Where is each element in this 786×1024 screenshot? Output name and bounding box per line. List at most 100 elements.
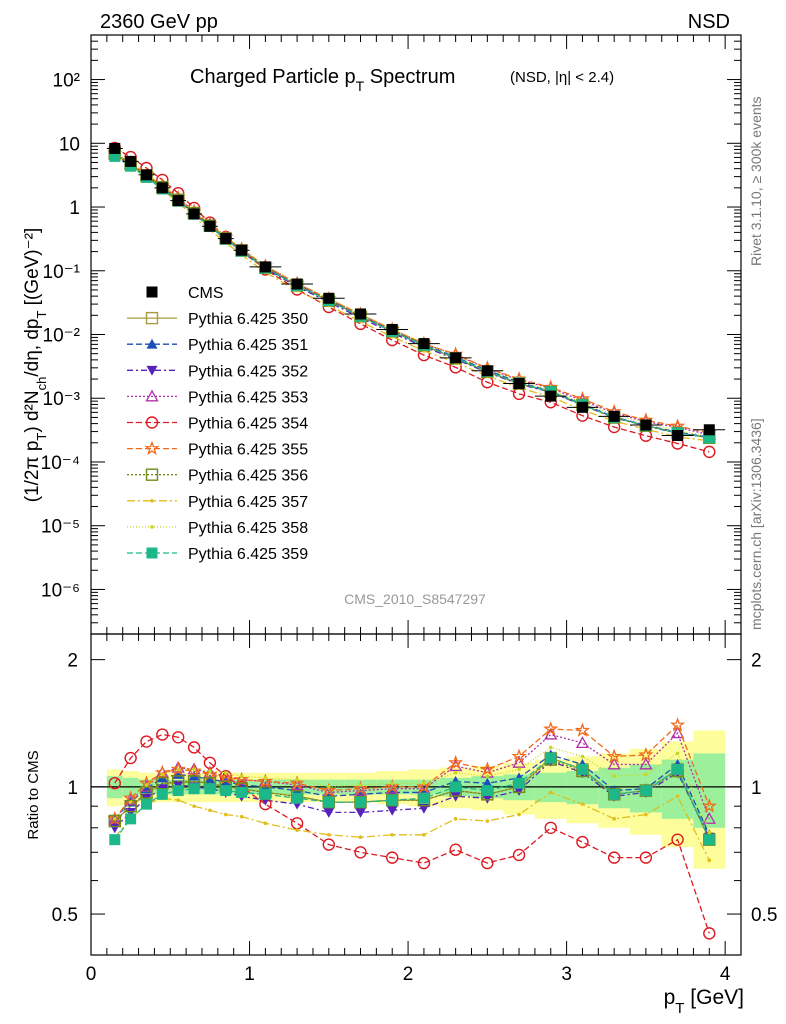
data-point-ratio <box>355 808 367 818</box>
data-point-ratio <box>125 808 137 818</box>
legend-item: Pythia 6.425 358 <box>127 520 308 537</box>
axis-ticks: 0 1 2 3 4 10⁻⁶ 10⁻⁵ 10⁻⁴ 10⁻³ 10⁻² 10⁻¹ 1 10 10² 0.5 0.… <box>41 34 777 985</box>
y-axis-label-ratio: Ratio to CMS <box>25 750 42 839</box>
data-point-ratio <box>703 927 716 940</box>
data-point-ratio <box>176 798 180 802</box>
legend-item: Pythia 6.425 359 <box>127 546 308 563</box>
data-point-ratio <box>670 717 686 732</box>
data-point-ratio <box>672 763 684 775</box>
legend-label: Pythia 6.425 355 <box>188 442 308 459</box>
data-point-ratio <box>638 746 654 762</box>
data-point-ratio <box>607 851 621 864</box>
cms-data-point <box>188 208 200 220</box>
cms-data-point <box>703 424 715 436</box>
y-tick-label-main: 10⁻⁵ <box>41 517 80 538</box>
data-point-ratio <box>208 808 212 813</box>
data-point-ratio <box>291 792 303 804</box>
series-line-ratio <box>114 791 710 861</box>
data-point-ratio <box>448 754 464 770</box>
data-point-ratio <box>702 812 716 824</box>
legend: CMS Pythia 6.425 350 Pythia 6.425 351 Pythi… <box>127 285 308 563</box>
legend-label: Pythia 6.425 350 <box>188 311 308 328</box>
data-point-ratio <box>644 772 648 777</box>
data-point-ratio <box>234 771 250 787</box>
cms-data-point <box>355 308 367 320</box>
y-tick-label-ratio: 1 <box>67 778 78 799</box>
legend-marker <box>150 525 154 529</box>
data-point-ratio <box>639 851 653 864</box>
cms-data-point <box>220 233 232 245</box>
cms-data-point <box>418 338 430 350</box>
data-point-ratio <box>176 767 180 772</box>
data-point-ratio <box>160 772 165 777</box>
y-tick-label-ratio: 0.5 <box>52 905 78 926</box>
cms-data-point <box>140 169 152 181</box>
data-point-ratio <box>263 776 268 780</box>
data-point-ratio <box>202 766 218 781</box>
legend-item: CMS <box>146 285 224 302</box>
data-point-ratio <box>707 858 712 863</box>
data-point-ratio <box>323 796 335 808</box>
data-point-ratio <box>417 856 431 870</box>
y-tick-label-main: 10⁻² <box>43 326 81 347</box>
data-point-ratio <box>263 821 268 826</box>
legend-label: Pythia 6.425 352 <box>188 363 308 380</box>
data-point-ratio <box>108 814 121 828</box>
data-point-ratio <box>512 848 526 862</box>
data-point-ratio <box>450 791 462 802</box>
data-point-ratio <box>485 774 490 778</box>
data-point-ratio <box>450 781 462 793</box>
legend-marker <box>146 338 158 349</box>
cms-data-point <box>640 419 652 431</box>
data-point-ratio <box>384 778 400 794</box>
series-line-ratio <box>114 723 710 820</box>
legend-label: Pythia 6.425 356 <box>188 468 308 485</box>
data-point-ratio <box>218 769 234 785</box>
data-point-ratio <box>144 783 149 787</box>
legend-marker <box>146 547 158 559</box>
data-point-ratio <box>479 761 495 776</box>
data-point-ratio <box>422 781 426 786</box>
legend-item: Pythia 6.425 353 <box>127 389 308 406</box>
cms-data-point <box>236 244 248 256</box>
data-point-ratio <box>390 833 395 837</box>
x-axis-label: pT [GeV] <box>664 986 744 1017</box>
data-point-ratio <box>208 769 212 773</box>
cms-data-point <box>156 182 168 194</box>
data-point-ratio <box>703 834 715 846</box>
cms-data-point <box>672 430 684 442</box>
legend-item: Pythia 6.425 354 <box>127 416 308 433</box>
analysis-id: CMS_2010_S8547297 <box>344 591 486 607</box>
cms-data-point <box>172 195 184 207</box>
data-point-ratio <box>612 817 616 821</box>
y-tick-label-main: 10⁻⁶ <box>41 580 80 601</box>
data-point-ratio <box>236 786 248 798</box>
series-layer <box>106 141 726 940</box>
data-point-ratio <box>607 757 621 770</box>
data-point-ratio <box>290 817 304 830</box>
data-point-ratio <box>576 835 589 849</box>
y-tick-label-ratio-right: 2 <box>751 651 762 672</box>
cms-data-point <box>450 352 462 364</box>
legend-label: Pythia 6.425 358 <box>188 520 308 537</box>
cms-data-point <box>481 365 493 377</box>
data-point-ratio <box>327 833 331 837</box>
data-point-main <box>639 429 653 442</box>
data-point-ratio <box>223 812 228 817</box>
series-line-main <box>114 152 710 436</box>
cms-data-point <box>386 323 398 335</box>
data-point-ratio <box>580 754 585 759</box>
data-point-ratio <box>124 751 137 765</box>
cms-data-point <box>204 220 216 232</box>
data-point-ratio <box>640 785 652 797</box>
x-tick-label: 4 <box>720 964 731 985</box>
legend-marker <box>144 440 160 456</box>
legend-marker <box>145 311 159 325</box>
chart-title-text: Charged Particle pT Spectrum <box>190 66 455 94</box>
data-point-ratio <box>644 812 648 817</box>
data-point-ratio <box>517 767 521 772</box>
cms-data-point <box>323 292 335 304</box>
data-point-ratio <box>580 802 585 806</box>
data-point-ratio <box>112 817 117 821</box>
